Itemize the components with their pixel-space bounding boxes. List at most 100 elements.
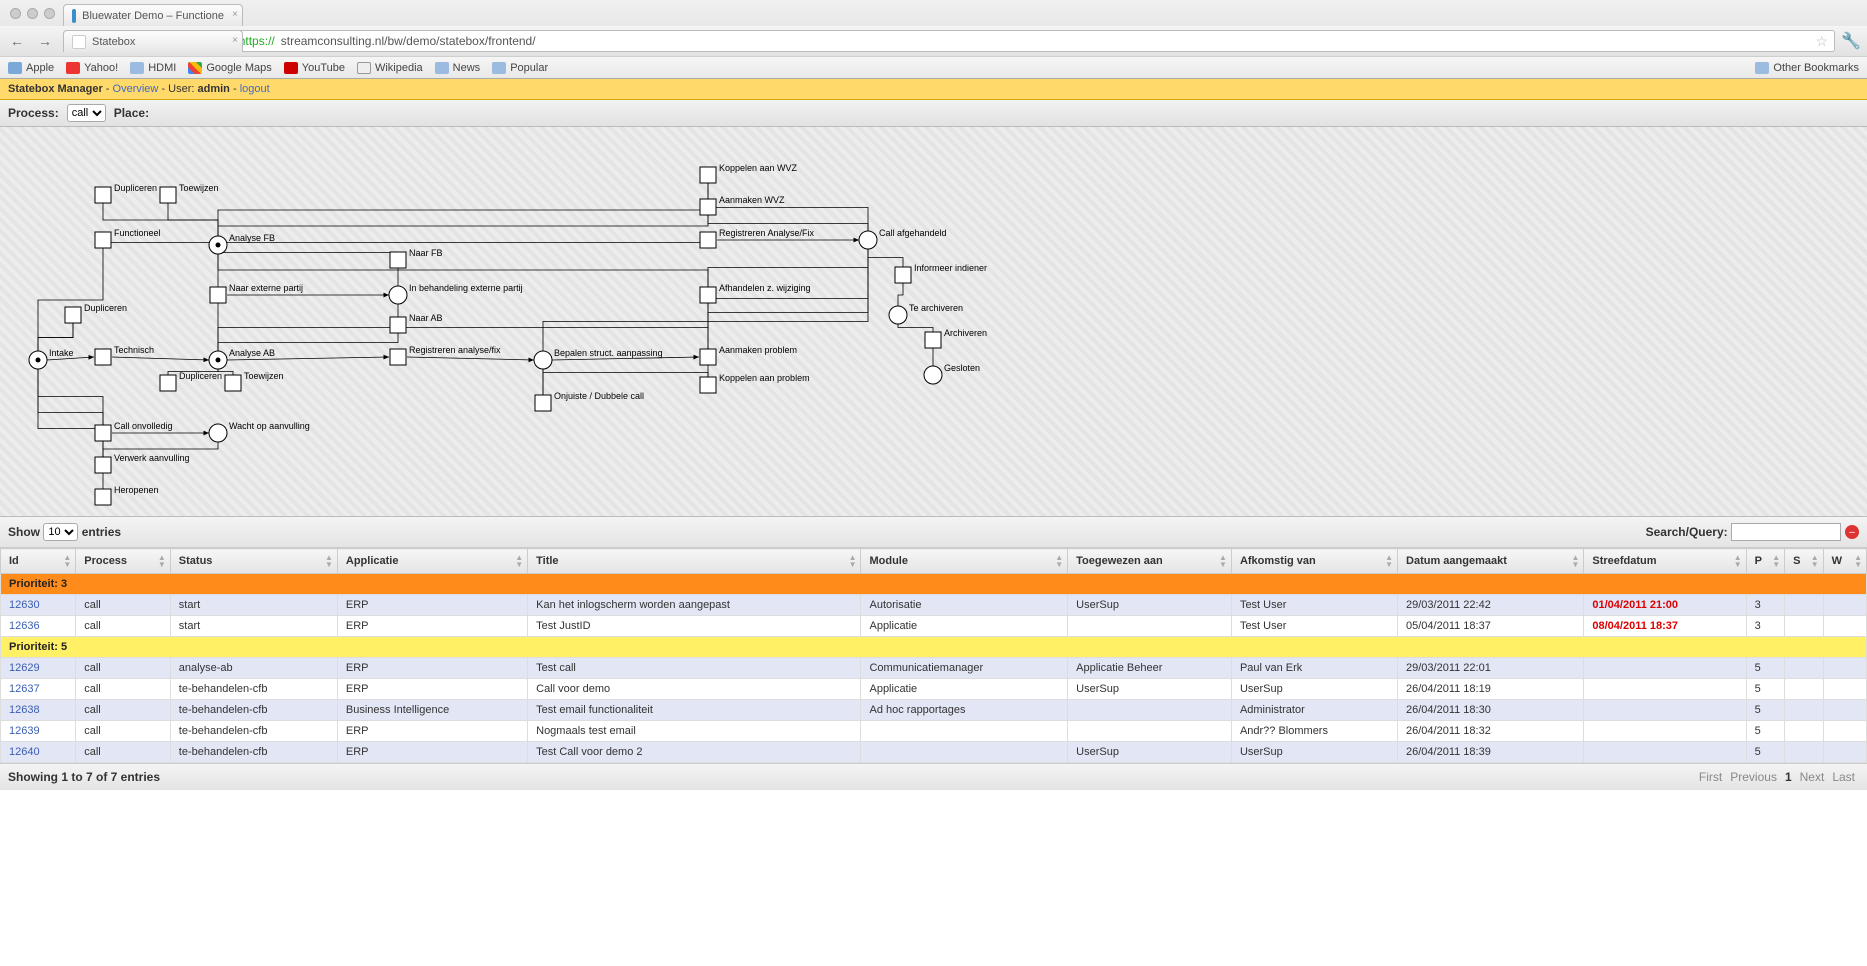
close-tab-icon[interactable]: ×	[232, 35, 238, 46]
table-header-row: Id▲▼Process▲▼Status▲▼Applicatie▲▼Title▲▼…	[1, 549, 1867, 574]
tab-title: Bluewater Demo – Functione	[82, 10, 224, 22]
forward-button[interactable]: →	[34, 30, 56, 52]
process-select[interactable]: call	[67, 104, 106, 122]
column-header[interactable]: Streefdatum▲▼	[1584, 549, 1746, 574]
svg-text:Aanmaken WVZ: Aanmaken WVZ	[719, 195, 785, 205]
table-row[interactable]: 12637callte-behandelen-cfbERPCall voor d…	[1, 679, 1867, 700]
column-header[interactable]: S▲▼	[1785, 549, 1823, 574]
pager-next[interactable]: Next	[1800, 770, 1825, 784]
table-footer: Showing 1 to 7 of 7 entries First Previou…	[0, 763, 1867, 790]
svg-text:Analyse FB: Analyse FB	[229, 233, 275, 243]
bookmark-item[interactable]: Yahoo!	[66, 62, 118, 74]
table-row[interactable]: 12639callte-behandelen-cfbERPNogmaals te…	[1, 721, 1867, 742]
svg-text:Afhandelen z. wijziging: Afhandelen z. wijziging	[719, 283, 811, 293]
column-header[interactable]: Title▲▼	[528, 549, 861, 574]
flowchart-svg: Intake Dupliceren Dupliceren Toewijzen Funct…	[8, 135, 1008, 510]
column-header[interactable]: Status▲▼	[170, 549, 337, 574]
nav-overview[interactable]: Overview	[113, 83, 159, 95]
entries-label: entries	[82, 525, 121, 539]
tab-title: Statebox	[92, 36, 135, 48]
settings-wrench-icon[interactable]: 🔧	[1841, 31, 1861, 51]
sort-icon: ▲▼	[515, 554, 523, 568]
address-bar[interactable]: 🔒 Stream BV [NL] https://streamconsultin…	[118, 30, 1835, 52]
svg-text:Dupliceren: Dupliceren	[114, 183, 157, 193]
tab-strip: Bluewater Demo – Functione ×Bluewater Dem…	[0, 0, 1867, 26]
svg-text:Toewijzen: Toewijzen	[244, 371, 284, 381]
table-row[interactable]: 12636callstartERPTest JustIDApplicatieTe…	[1, 616, 1867, 637]
url-scheme: https://	[239, 34, 275, 48]
sort-icon: ▲▼	[1854, 554, 1862, 568]
bookmark-star-icon[interactable]: ☆	[1816, 33, 1829, 50]
svg-text:Dupliceren: Dupliceren	[179, 371, 222, 381]
bookmark-icon	[8, 62, 22, 74]
column-header[interactable]: P▲▼	[1746, 549, 1784, 574]
search-input[interactable]	[1731, 523, 1841, 541]
browser-tab[interactable]: Bluewater Demo – Functione ×	[63, 4, 243, 26]
bookmark-icon	[66, 62, 80, 74]
table-row[interactable]: 12630callstartERPKan het inlogscherm wor…	[1, 595, 1867, 616]
bookmark-icon	[284, 62, 298, 74]
svg-text:Aanmaken problem: Aanmaken problem	[719, 345, 797, 355]
svg-text:Call onvolledig: Call onvolledig	[114, 421, 173, 431]
bookmark-item[interactable]: Apple	[8, 62, 54, 74]
sort-icon: ▲▼	[1772, 554, 1780, 568]
svg-text:Onjuiste / Dubbele call: Onjuiste / Dubbele call	[554, 391, 644, 401]
svg-text:Informeer indiener: Informeer indiener	[914, 263, 987, 273]
browser-chrome: Bluewater Demo – Functione×Bluewater Dem…	[0, 0, 1867, 79]
bookmark-item[interactable]: Wikipedia	[357, 62, 423, 74]
sort-icon: ▲▼	[325, 554, 333, 568]
column-header[interactable]: Afkomstig van▲▼	[1231, 549, 1397, 574]
table-row[interactable]: 12638callte-behandelen-cfbBusiness Intel…	[1, 700, 1867, 721]
window-controls[interactable]	[6, 8, 63, 19]
table-row[interactable]: 12629callanalyse-abERPTest callCommunica…	[1, 658, 1867, 679]
svg-text:Technisch: Technisch	[114, 345, 154, 355]
table-info: Showing 1 to 7 of 7 entries	[8, 770, 160, 784]
svg-text:Te archiveren: Te archiveren	[909, 303, 963, 313]
column-header[interactable]: Id▲▼	[1, 549, 76, 574]
pager-previous[interactable]: Previous	[1730, 770, 1777, 784]
svg-text:Naar externe partij: Naar externe partij	[229, 283, 303, 293]
svg-text:Bepalen struct. aanpassing: Bepalen struct. aanpassing	[554, 348, 663, 358]
diagram-canvas[interactable]: Intake Dupliceren Dupliceren Toewijzen Funct…	[0, 127, 1867, 517]
browser-tab[interactable]: Statebox ×	[63, 30, 243, 52]
column-header[interactable]: Process▲▼	[76, 549, 171, 574]
sort-icon: ▲▼	[1385, 554, 1393, 568]
logout-link[interactable]: logout	[240, 83, 270, 95]
svg-text:Intake: Intake	[49, 348, 74, 358]
svg-text:In behandeling externe partij: In behandeling externe partij	[409, 283, 523, 293]
pager-first[interactable]: First	[1699, 770, 1722, 784]
back-button[interactable]: ←	[6, 30, 28, 52]
column-header[interactable]: Datum aangemaakt▲▼	[1398, 549, 1584, 574]
show-label: Show	[8, 525, 40, 539]
column-header[interactable]: Toegewezen aan▲▼	[1068, 549, 1232, 574]
column-header[interactable]: Module▲▼	[861, 549, 1068, 574]
pager-1[interactable]: 1	[1785, 770, 1792, 784]
bookmark-item[interactable]: News	[435, 62, 481, 74]
pager-last[interactable]: Last	[1832, 770, 1855, 784]
close-tab-icon[interactable]: ×	[232, 9, 238, 20]
column-header[interactable]: W▲▼	[1823, 549, 1866, 574]
group-row: Prioriteit: 3	[1, 574, 1867, 595]
sort-icon: ▲▼	[1219, 554, 1227, 568]
svg-text:Koppelen aan problem: Koppelen aan problem	[719, 373, 810, 383]
sort-icon: ▲▼	[1571, 554, 1579, 568]
other-bookmarks[interactable]: Other Bookmarks	[1755, 62, 1859, 74]
favicon-icon	[72, 9, 76, 23]
bookmark-item[interactable]: YouTube	[284, 62, 345, 74]
column-header[interactable]: Applicatie▲▼	[337, 549, 527, 574]
table-controls: Show 10 entries Search/Query: –	[0, 517, 1867, 548]
sort-icon: ▲▼	[158, 554, 166, 568]
bookmark-icon	[188, 62, 202, 74]
bookmarks-bar: Apple Yahoo! HDMI Google Maps YouTube Wikiped…	[0, 56, 1867, 78]
search-label: Search/Query:	[1646, 525, 1728, 539]
bookmark-item[interactable]: Popular	[492, 62, 548, 74]
bookmark-item[interactable]: Google Maps	[188, 62, 271, 74]
table-row[interactable]: 12640callte-behandelen-cfbERPTest Call v…	[1, 742, 1867, 763]
svg-text:Functioneel: Functioneel	[114, 228, 161, 238]
clear-search-icon[interactable]: –	[1845, 525, 1859, 539]
bookmark-item[interactable]: HDMI	[130, 62, 176, 74]
svg-text:Verwerk aanvulling: Verwerk aanvulling	[114, 453, 190, 463]
sort-icon: ▲▼	[1055, 554, 1063, 568]
entries-select[interactable]: 10	[43, 523, 78, 541]
sort-icon: ▲▼	[63, 554, 71, 568]
